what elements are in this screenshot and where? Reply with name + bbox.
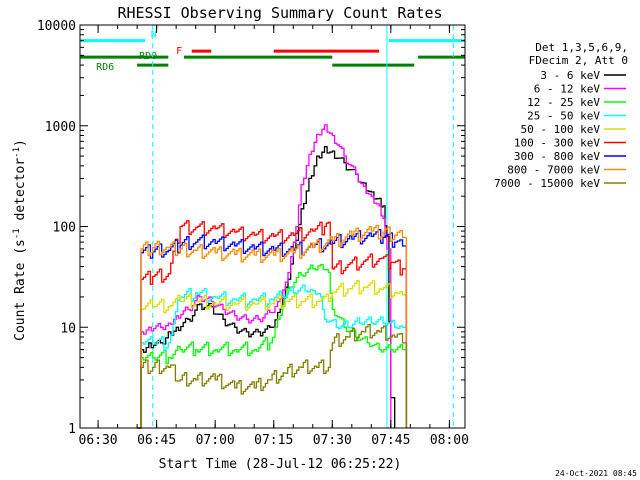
chart-title: RHESSI Observing Summary Count Rates: [117, 4, 442, 22]
axes: 06:30 06:45 07:00 07:15 07:30 07:45 08:00 1 10 10…: [37, 19, 469, 448]
observing-flags: N F RD0 RD6: [80, 30, 465, 73]
flag-label-rd6: RD6: [96, 62, 114, 73]
legend-label: 3 - 6 keV: [540, 69, 600, 82]
series-line-5: [137, 280, 408, 429]
y-tick-label: 10000: [37, 19, 76, 34]
x-tick-label: 06:30: [79, 433, 118, 448]
series-line-4: [137, 284, 408, 429]
x-tick-label: 07:00: [196, 433, 235, 448]
legend-label: 12 - 25 keV: [527, 96, 600, 109]
series-line-3: [137, 263, 408, 429]
series-line-2: [137, 124, 392, 429]
legend-label: 25 - 50 keV: [527, 110, 600, 123]
generation-timestamp: 24-Oct-2021 08:45: [555, 469, 637, 478]
legend-header-line: Det 1,3,5,6,9,: [535, 41, 628, 54]
x-tick-label: 08:00: [430, 433, 469, 448]
series-line-9: [137, 323, 408, 429]
series-line-8: [137, 224, 408, 429]
series-line-1: [137, 146, 396, 429]
legend-label: 300 - 800 keV: [514, 150, 600, 163]
x-axis-label: Start Time (28-Jul-12 06:25:22): [159, 457, 402, 472]
y-axis-label: Count Rate (s-1 detector-1): [12, 139, 28, 341]
legend: Det 1,3,5,6,9,FDecim 2, Att 0 3 - 6 keV6 …: [494, 41, 628, 190]
y-tick-label: 1000: [45, 120, 76, 135]
legend-label: 800 - 7000 keV: [507, 164, 600, 177]
legend-label: 50 - 100 keV: [521, 123, 601, 136]
legend-label: 6 - 12 keV: [534, 83, 601, 96]
flag-label-f: F: [176, 46, 182, 57]
y-tick-label: 100: [53, 221, 76, 236]
series-line-6: [137, 220, 408, 429]
x-tick-label: 07:45: [371, 433, 410, 448]
series-group: [137, 124, 408, 429]
x-tick-label: 06:45: [137, 433, 176, 448]
y-tick-label: 1: [68, 422, 76, 437]
legend-label: 100 - 300 keV: [514, 137, 600, 150]
legend-label: 7000 - 15000 keV: [494, 177, 600, 190]
flag-label-rd0: RD0: [139, 51, 157, 62]
legend-header-line: FDecim 2, Att 0: [529, 54, 628, 67]
y-tick-label: 10: [60, 321, 76, 336]
x-tick-label: 07:30: [313, 433, 352, 448]
flag-label-n: N: [151, 30, 157, 41]
x-tick-label: 07:15: [254, 433, 293, 448]
